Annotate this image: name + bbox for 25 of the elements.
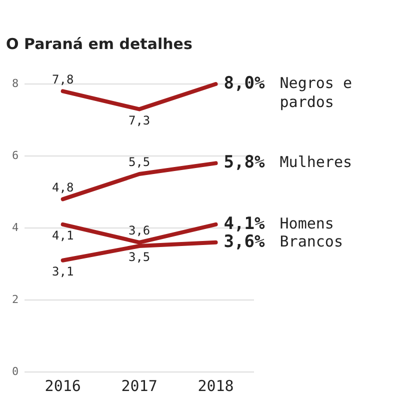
data-label: 4,8 <box>52 180 74 194</box>
x-tick-label: 2017 <box>121 376 158 395</box>
text: Homens <box>280 214 334 232</box>
y-tick-label: 8 <box>12 76 19 90</box>
text: Mulheres <box>280 153 352 172</box>
data-label: 8,0% <box>224 73 266 94</box>
x-tick-label: 2016 <box>44 376 81 395</box>
y-tick-label: 4 <box>12 220 19 234</box>
data-label: 7,3 <box>128 113 150 128</box>
data-label: 4,1 <box>52 228 74 243</box>
data-label: 3,6% <box>224 232 266 252</box>
y-tick-label: 2 <box>12 292 19 306</box>
text: Negros e pardos <box>280 74 352 111</box>
chart-title: O Paraná em detalhes <box>6 34 192 53</box>
y-tick-label: 6 <box>12 148 19 162</box>
data-label: 3,1 <box>52 264 74 279</box>
data-label: 3,5 <box>128 250 150 264</box>
data-label: 7,8 <box>52 72 74 86</box>
data-label: 4,1% <box>224 214 266 234</box>
data-label: 5,5 <box>128 155 150 170</box>
text: Brancos <box>280 232 343 250</box>
y-tick-label: 0 <box>12 364 19 378</box>
x-tick-label: 2018 <box>198 376 234 395</box>
data-label: 5,8% <box>224 152 266 173</box>
data-label: 3,6 <box>128 224 150 238</box>
